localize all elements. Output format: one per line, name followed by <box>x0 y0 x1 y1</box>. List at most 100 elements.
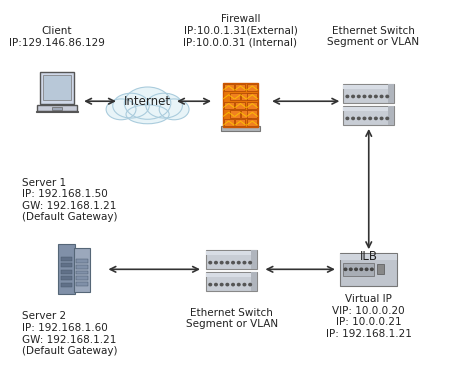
FancyBboxPatch shape <box>388 106 394 125</box>
Circle shape <box>369 96 371 98</box>
FancyBboxPatch shape <box>206 251 257 255</box>
Text: Ethernet Switch
Segment or VLAN: Ethernet Switch Segment or VLAN <box>327 26 419 47</box>
FancyBboxPatch shape <box>251 272 257 291</box>
Ellipse shape <box>124 87 171 119</box>
Ellipse shape <box>146 93 182 118</box>
FancyBboxPatch shape <box>340 253 398 286</box>
Circle shape <box>380 117 383 120</box>
FancyBboxPatch shape <box>206 273 257 277</box>
Circle shape <box>215 261 217 264</box>
FancyBboxPatch shape <box>61 263 72 267</box>
Circle shape <box>355 268 357 270</box>
Circle shape <box>243 283 246 286</box>
FancyBboxPatch shape <box>344 107 394 111</box>
Circle shape <box>215 283 217 286</box>
Circle shape <box>358 117 360 120</box>
Text: Server 1
IP: 192.168.1.50
GW: 192.168.1.21
(Default Gateway): Server 1 IP: 192.168.1.50 GW: 192.168.1.… <box>21 178 117 222</box>
FancyBboxPatch shape <box>221 126 260 131</box>
Circle shape <box>386 96 389 98</box>
FancyBboxPatch shape <box>251 250 257 269</box>
Ellipse shape <box>159 99 189 120</box>
FancyBboxPatch shape <box>247 119 257 126</box>
Circle shape <box>346 96 349 98</box>
Text: Server 2
IP: 192.168.1.60
GW: 192.168.1.21
(Default Gateway): Server 2 IP: 192.168.1.60 GW: 192.168.1.… <box>21 311 117 356</box>
Ellipse shape <box>113 93 149 118</box>
Text: Ethernet Switch
Segment or VLAN: Ethernet Switch Segment or VLAN <box>186 308 278 329</box>
Circle shape <box>352 117 354 120</box>
FancyBboxPatch shape <box>37 105 77 112</box>
Circle shape <box>360 268 363 270</box>
FancyBboxPatch shape <box>230 93 240 100</box>
Circle shape <box>220 261 223 264</box>
Circle shape <box>349 268 352 270</box>
Text: Client
IP:129.146.86.129: Client IP:129.146.86.129 <box>9 26 105 48</box>
Circle shape <box>243 261 246 264</box>
FancyBboxPatch shape <box>388 84 394 103</box>
Circle shape <box>226 283 229 286</box>
Circle shape <box>220 283 223 286</box>
FancyBboxPatch shape <box>340 254 398 260</box>
Circle shape <box>374 96 377 98</box>
FancyBboxPatch shape <box>74 248 90 292</box>
FancyBboxPatch shape <box>343 263 374 276</box>
Text: Internet: Internet <box>124 95 171 108</box>
FancyBboxPatch shape <box>247 102 257 109</box>
FancyBboxPatch shape <box>224 102 234 109</box>
Circle shape <box>238 283 240 286</box>
Circle shape <box>249 283 252 286</box>
FancyBboxPatch shape <box>247 84 257 91</box>
FancyBboxPatch shape <box>377 264 384 274</box>
FancyBboxPatch shape <box>235 119 246 126</box>
FancyBboxPatch shape <box>224 84 234 91</box>
Circle shape <box>238 261 240 264</box>
FancyBboxPatch shape <box>52 107 62 110</box>
Text: ILB: ILB <box>360 250 378 263</box>
FancyBboxPatch shape <box>230 110 240 118</box>
Circle shape <box>346 117 349 120</box>
Circle shape <box>352 96 354 98</box>
FancyBboxPatch shape <box>40 72 74 104</box>
FancyBboxPatch shape <box>223 83 258 127</box>
FancyBboxPatch shape <box>235 84 246 91</box>
Circle shape <box>380 96 383 98</box>
FancyBboxPatch shape <box>61 257 72 261</box>
FancyBboxPatch shape <box>206 250 257 269</box>
FancyBboxPatch shape <box>43 75 71 100</box>
Circle shape <box>369 117 371 120</box>
Circle shape <box>232 261 234 264</box>
Ellipse shape <box>126 105 169 124</box>
Circle shape <box>344 268 347 270</box>
FancyBboxPatch shape <box>76 271 88 274</box>
FancyBboxPatch shape <box>241 110 251 118</box>
Circle shape <box>386 117 389 120</box>
Circle shape <box>226 261 229 264</box>
FancyBboxPatch shape <box>235 102 246 109</box>
FancyBboxPatch shape <box>61 283 72 286</box>
FancyBboxPatch shape <box>206 272 257 291</box>
Ellipse shape <box>106 99 136 120</box>
Circle shape <box>365 268 368 270</box>
FancyBboxPatch shape <box>61 270 72 274</box>
FancyBboxPatch shape <box>247 110 257 118</box>
FancyBboxPatch shape <box>76 277 88 280</box>
FancyBboxPatch shape <box>344 84 394 103</box>
Circle shape <box>209 261 212 264</box>
Circle shape <box>374 117 377 120</box>
FancyBboxPatch shape <box>241 93 251 100</box>
FancyBboxPatch shape <box>76 265 88 269</box>
Circle shape <box>232 283 234 286</box>
FancyBboxPatch shape <box>76 282 88 286</box>
Circle shape <box>370 268 373 270</box>
Circle shape <box>249 261 252 264</box>
FancyBboxPatch shape <box>344 85 394 89</box>
FancyBboxPatch shape <box>224 119 234 126</box>
FancyBboxPatch shape <box>344 106 394 125</box>
FancyBboxPatch shape <box>247 93 257 100</box>
Text: Virtual IP
VIP: 10.0.0.20
IP: 10.0.0.21
IP: 192.168.1.21: Virtual IP VIP: 10.0.0.20 IP: 10.0.0.21 … <box>326 294 412 339</box>
Circle shape <box>209 283 212 286</box>
FancyBboxPatch shape <box>76 259 88 263</box>
Text: Firewall
IP:10.0.1.31(External)
IP:10.0.0.31 (Internal): Firewall IP:10.0.1.31(External) IP:10.0.… <box>183 14 298 47</box>
FancyBboxPatch shape <box>61 276 72 280</box>
FancyBboxPatch shape <box>58 244 75 294</box>
Circle shape <box>358 96 360 98</box>
